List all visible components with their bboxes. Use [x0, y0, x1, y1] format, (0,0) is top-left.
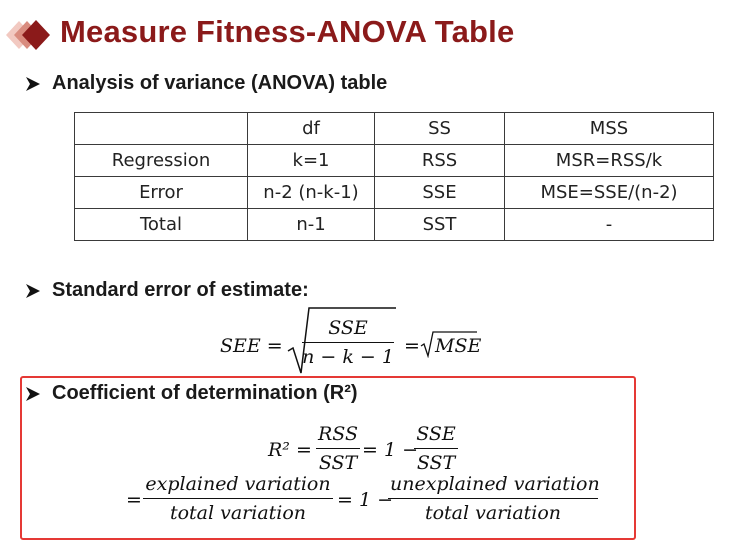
- table-row: Regression k=1 RSS MSR=RSS/k: [74, 144, 714, 177]
- table-cell: -: [504, 208, 714, 241]
- r2-frac1-denominator: SST: [318, 452, 358, 474]
- table-header-cell: df: [247, 112, 375, 145]
- table-cell: k=1: [247, 144, 375, 177]
- table-header-cell: [74, 112, 248, 145]
- anova-heading-text: Analysis of variance (ANOVA) table: [52, 72, 388, 94]
- table-header-row: df SS MSS: [74, 112, 714, 145]
- r2-frac1-numerator: RSS: [316, 423, 360, 449]
- page-title: Measure Fitness-ANOVA Table: [60, 14, 515, 49]
- see-equals: =: [404, 335, 420, 357]
- table-header-cell: SS: [374, 112, 505, 145]
- see-rhs-radicand: MSE: [435, 335, 482, 357]
- table-cell: Total: [74, 208, 248, 241]
- see-heading: Standard error of estimate:: [24, 279, 309, 302]
- diamond-logo-icon: [6, 20, 50, 50]
- r2-line2-frac2-numerator: unexplained variation: [388, 473, 600, 499]
- table-row: Error n-2 (n-k-1) SSE MSE=SSE/(n-2): [74, 176, 714, 209]
- r2-fraction-sse-sst: SSE SST: [414, 423, 458, 474]
- table-row: Total n-1 SST -: [74, 208, 714, 241]
- table-cell: MSR=RSS/k: [504, 144, 714, 177]
- table-cell: MSE=SSE/(n-2): [504, 176, 714, 209]
- table-cell: n-2 (n-k-1): [247, 176, 375, 209]
- r2-mid: = 1 −: [362, 439, 419, 461]
- r2-fraction-unexplained: unexplained variation total variation: [388, 473, 600, 524]
- r2-heading-text: Coefficient of determination (R²): [52, 382, 358, 404]
- r2-heading: Coefficient of determination (R²): [24, 382, 358, 405]
- r2-line2-frac2-denominator: total variation: [424, 502, 562, 524]
- table-cell: n-1: [247, 208, 375, 241]
- table-cell: SSE: [374, 176, 505, 209]
- r2-fraction-explained: explained variation total variation: [143, 473, 333, 524]
- r2-frac2-denominator: SST: [416, 452, 456, 474]
- table-cell: Error: [74, 176, 248, 209]
- see-fraction: SSE n − k − 1: [302, 317, 394, 368]
- anova-heading: Analysis of variance (ANOVA) table: [24, 72, 387, 95]
- table-header-cell: MSS: [504, 112, 714, 145]
- r2-fraction-rss-sst: RSS SST: [316, 423, 360, 474]
- sqrt-sign-icon: [287, 307, 396, 374]
- r2-line2-frac1-numerator: explained variation: [143, 473, 333, 499]
- table-cell: Regression: [74, 144, 248, 177]
- r2-line2-mid: = 1 −: [337, 489, 394, 511]
- table-cell: SST: [374, 208, 505, 241]
- see-denominator: n − k − 1: [302, 346, 394, 368]
- r2-frac2-numerator: SSE: [414, 423, 458, 449]
- see-lhs: SEE =: [220, 335, 283, 357]
- sqrt-sign-icon: [420, 331, 477, 358]
- r2-line2-lead: =: [126, 489, 142, 511]
- arrow-bullet-icon: [26, 76, 40, 91]
- see-numerator: SSE: [302, 317, 394, 343]
- anova-table: df SS MSS Regression k=1 RSS MSR=RSS/k E…: [74, 112, 714, 241]
- r2-line2-frac1-denominator: total variation: [169, 502, 307, 524]
- arrow-bullet-icon: [26, 283, 40, 298]
- table-cell: RSS: [374, 144, 505, 177]
- r2-highlight-box: [20, 376, 636, 540]
- arrow-bullet-icon: [26, 386, 40, 401]
- see-heading-text: Standard error of estimate:: [52, 279, 309, 301]
- r2-lhs: R² =: [268, 439, 312, 461]
